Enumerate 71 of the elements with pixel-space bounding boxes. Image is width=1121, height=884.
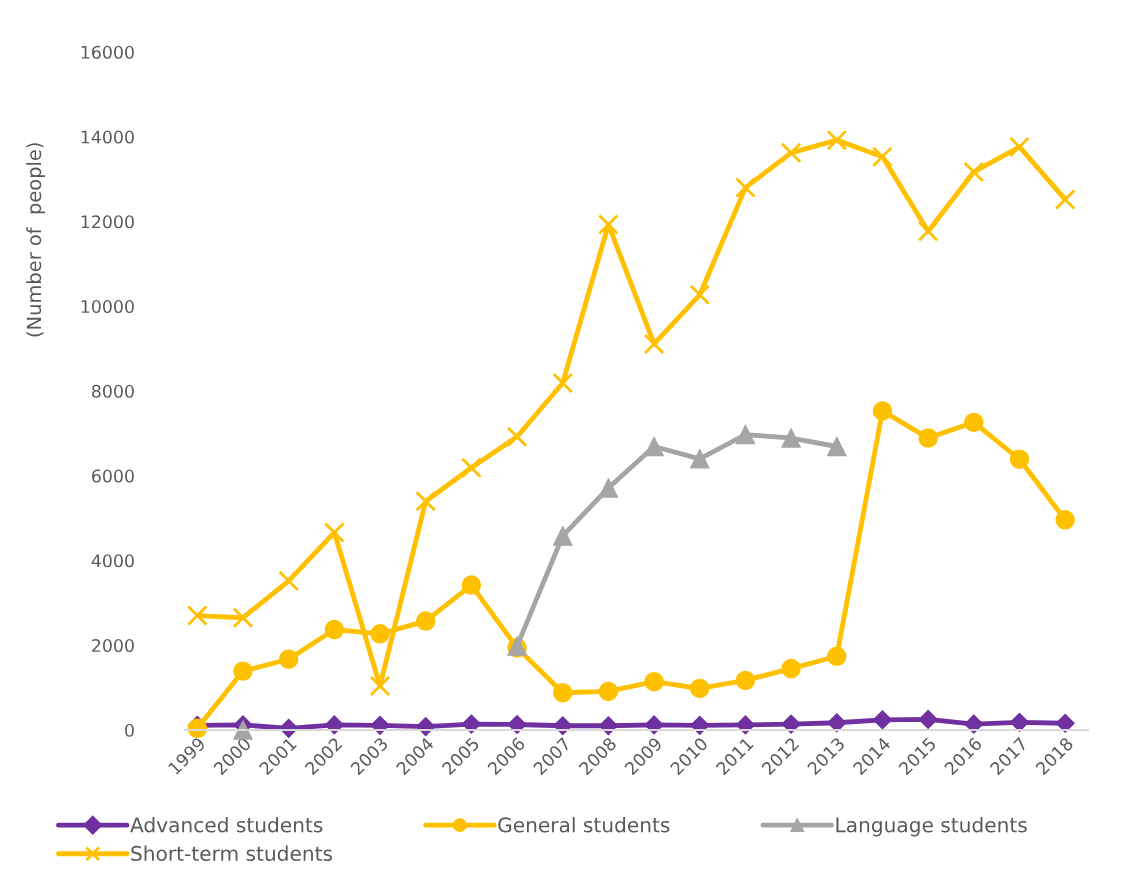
y-tick-label: 14000 bbox=[81, 130, 134, 144]
point bbox=[233, 661, 253, 681]
point bbox=[598, 681, 619, 702]
point bbox=[964, 412, 984, 433]
point bbox=[690, 678, 710, 699]
point bbox=[827, 713, 847, 733]
point bbox=[827, 646, 847, 666]
point bbox=[278, 649, 299, 669]
point bbox=[323, 522, 345, 543]
point bbox=[1054, 189, 1076, 210]
point bbox=[690, 449, 710, 469]
point bbox=[553, 682, 573, 703]
y-tick-label: 10000 bbox=[81, 299, 134, 314]
y-tick-label: 4000 bbox=[91, 554, 134, 568]
point bbox=[369, 675, 391, 697]
y-tick-label: 12000 bbox=[81, 215, 134, 229]
point bbox=[827, 436, 847, 457]
point bbox=[324, 715, 344, 735]
point bbox=[826, 129, 848, 151]
point bbox=[1055, 713, 1075, 733]
point bbox=[918, 709, 938, 729]
point bbox=[598, 478, 619, 498]
point bbox=[918, 428, 938, 448]
point bbox=[324, 619, 345, 640]
point bbox=[1055, 510, 1075, 530]
point bbox=[643, 333, 665, 355]
point bbox=[735, 670, 756, 691]
point bbox=[506, 426, 528, 448]
point bbox=[461, 714, 481, 734]
point bbox=[780, 142, 802, 164]
y-tick-label: 6000 bbox=[92, 469, 134, 483]
point bbox=[1009, 712, 1030, 732]
point bbox=[917, 220, 939, 242]
point bbox=[232, 607, 254, 629]
point bbox=[233, 720, 253, 740]
point bbox=[186, 605, 208, 627]
point bbox=[689, 284, 711, 306]
y-tick-label: 16000 bbox=[81, 45, 134, 59]
point bbox=[1009, 449, 1030, 469]
point bbox=[644, 436, 664, 457]
y-tick-label: 0 bbox=[125, 723, 134, 737]
point bbox=[872, 710, 892, 730]
point bbox=[461, 575, 482, 595]
point bbox=[1009, 136, 1030, 158]
point bbox=[872, 146, 893, 168]
point bbox=[781, 658, 801, 679]
legend-label: Language students bbox=[836, 816, 1027, 837]
point bbox=[597, 214, 619, 235]
point bbox=[735, 177, 756, 199]
point bbox=[735, 715, 755, 735]
point bbox=[460, 457, 482, 479]
point bbox=[415, 611, 436, 631]
point bbox=[370, 715, 390, 735]
point bbox=[781, 428, 801, 448]
y-tick-label: 8000 bbox=[91, 384, 134, 398]
point bbox=[964, 714, 984, 734]
point bbox=[872, 401, 893, 421]
point bbox=[507, 714, 527, 735]
point bbox=[553, 526, 573, 546]
legend-label: General students bbox=[498, 816, 670, 833]
point bbox=[278, 570, 300, 592]
point bbox=[370, 624, 390, 644]
y-tick-label: 2000 bbox=[92, 638, 134, 653]
legend-label: Advanced students bbox=[130, 816, 323, 833]
point bbox=[644, 671, 664, 692]
point bbox=[735, 424, 756, 445]
legend-label: Short-term students bbox=[131, 845, 333, 862]
point bbox=[552, 372, 574, 394]
point bbox=[963, 161, 985, 183]
y-axis-title: (Number of people) bbox=[26, 143, 46, 337]
point bbox=[415, 490, 437, 512]
